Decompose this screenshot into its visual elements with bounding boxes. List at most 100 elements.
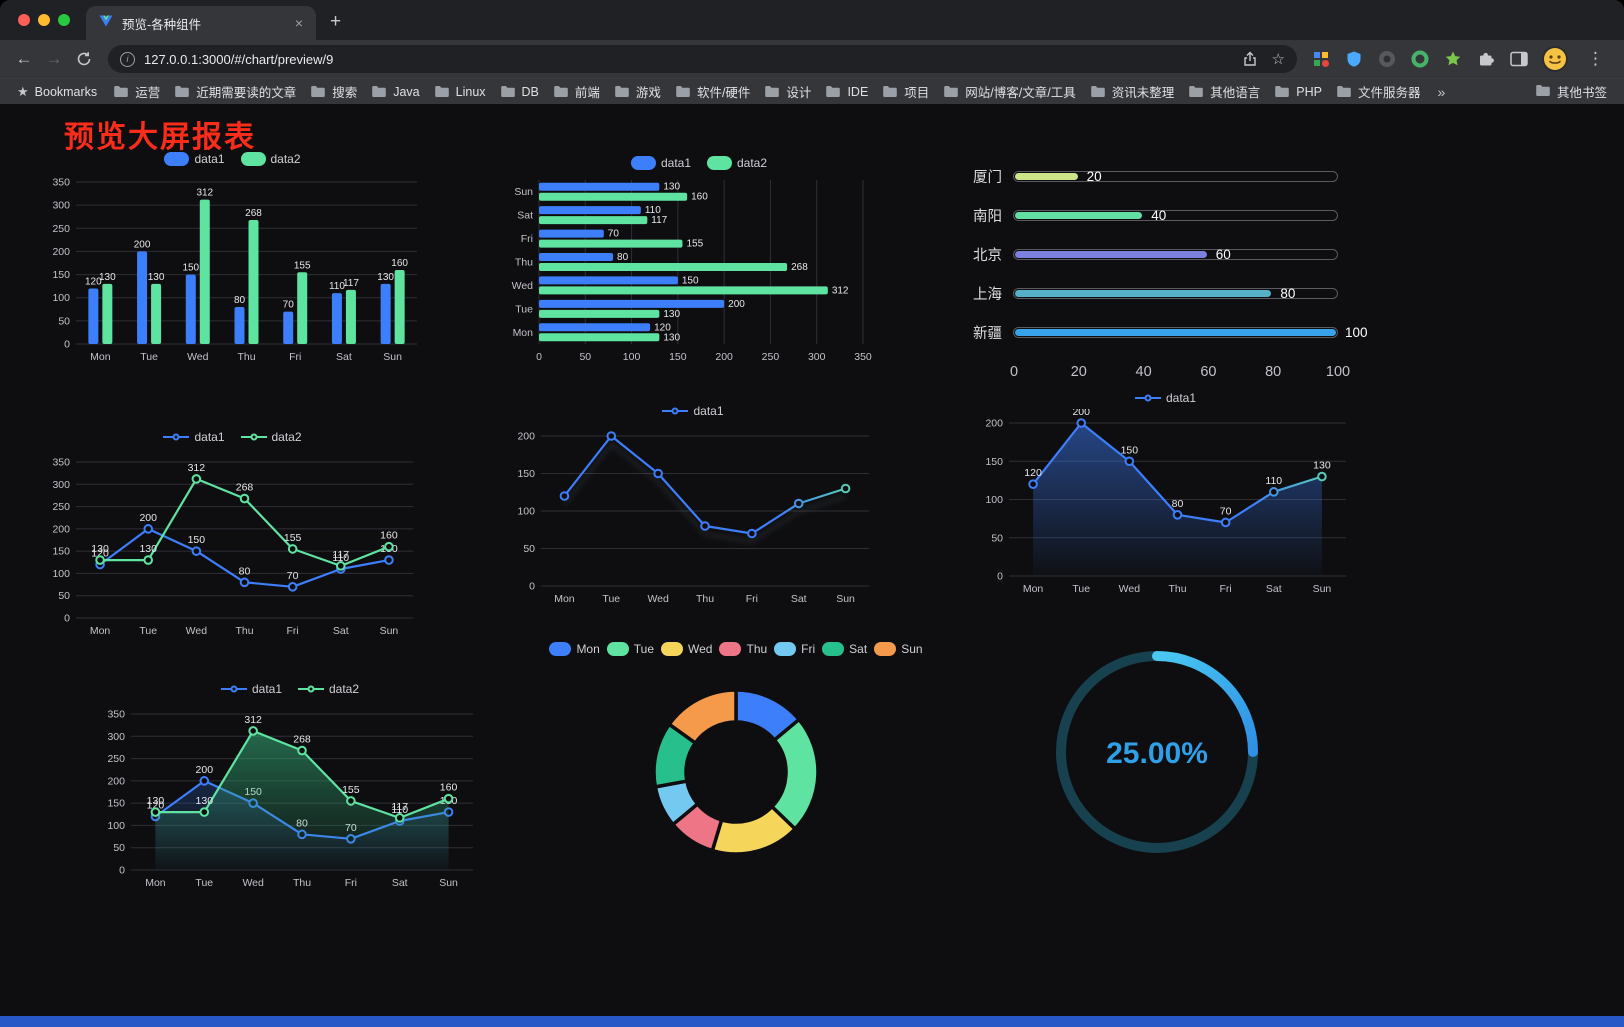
svg-text:Tue: Tue [1072,583,1090,595]
chart-legend: data1 data2 [40,148,425,170]
new-tab-button[interactable]: + [330,11,342,32]
svg-text:Mon: Mon [513,327,534,339]
tab-close-icon[interactable]: × [294,15,303,31]
legend-item[interactable]: data1 [630,156,691,170]
bookmark-folder[interactable]: 运营 [106,80,167,103]
svg-text:120: 120 [147,800,165,812]
green-ring-extension-icon[interactable] [1410,49,1430,69]
svg-text:312: 312 [832,285,849,296]
svg-text:0: 0 [119,865,125,877]
svg-text:150: 150 [182,263,199,274]
bookmark-folder[interactable]: 文件服务器 [1329,80,1428,103]
legend-item[interactable]: Sat [822,642,867,656]
legend-item[interactable]: data2 [298,682,359,696]
bookmark-folder[interactable]: Java [364,83,426,101]
address-bar[interactable]: i 127.0.0.1:3000/#/chart/preview/9 ☆ [108,45,1297,73]
svg-text:130: 130 [139,543,157,555]
chart-canvas: 25.00% [1056,651,1258,853]
back-icon[interactable]: ← [15,49,33,68]
svg-text:25.00%: 25.00% [1106,737,1208,770]
svg-text:Mon: Mon [1023,583,1044,595]
bookmark-star-icon[interactable]: ☆ [1271,51,1285,68]
puzzle-extensions-icon[interactable] [1476,49,1496,69]
svg-text:Wed: Wed [647,593,669,605]
bookmark-folder[interactable]: 网站/博客/文章/工具 [936,80,1082,103]
menu-icon[interactable]: ⋮ [1587,49,1604,68]
legend-item[interactable]: data1 [1134,391,1196,405]
bookmarks-manager[interactable]: ★ Bookmarks [10,82,104,102]
svg-text:150: 150 [1121,444,1139,456]
svg-text:150: 150 [517,468,535,480]
svg-text:200: 200 [728,299,745,310]
grid-extension-icon[interactable] [1311,49,1331,69]
svg-text:160: 160 [691,192,708,203]
svg-text:150: 150 [669,351,687,363]
svg-text:Thu: Thu [1168,583,1186,595]
bookmark-folder[interactable]: IDE [818,83,875,101]
svg-text:120: 120 [91,548,109,560]
share-icon[interactable] [1240,49,1260,69]
legend-item[interactable]: Fri [774,642,815,656]
browser-tab[interactable]: 预览-各种组件 × [86,6,316,40]
browser-toolbar: ← → i 127.0.0.1:3000/#/chart/preview/9 ☆… [0,40,1624,78]
svg-text:80: 80 [234,295,246,306]
zoom-window-button[interactable] [58,14,70,26]
bookmark-folder[interactable]: PHP [1267,83,1329,101]
bookmark-folder[interactable]: 近期需要读的文章 [167,80,303,103]
bookmark-folder[interactable]: 前端 [546,80,607,103]
bookmark-folder[interactable]: 软件/硬件 [668,80,757,103]
forward-icon[interactable]: → [45,49,63,68]
site-info-icon[interactable]: i [120,51,135,67]
svg-text:200: 200 [52,246,70,258]
svg-text:110: 110 [332,552,349,564]
svg-text:70: 70 [283,300,295,311]
bookmarks-overflow-icon[interactable]: » [1437,83,1446,100]
svg-text:0: 0 [536,351,542,363]
progress-row: 南阳 40 [973,205,1378,225]
bookmark-folder[interactable]: 其他语言 [1181,80,1267,103]
legend-item[interactable]: data2 [707,156,767,170]
legend-item[interactable]: Wed [661,642,712,656]
chart-canvas: 0 50 100 150 200 250 300 350 Sun Sat Fri Thu Wed Tue M… [512,180,872,363]
profile-avatar[interactable] [1542,46,1568,72]
legend-item[interactable]: data1 [163,430,225,444]
legend-item[interactable]: Sun [874,642,923,656]
svg-text:150: 150 [52,546,70,558]
other-bookmarks[interactable]: 其他书签 [1528,80,1614,103]
url-text[interactable]: 127.0.0.1:3000/#/chart/preview/9 [144,51,334,67]
svg-text:Tue: Tue [140,351,158,363]
folder-icon [1535,84,1551,100]
svg-text:120: 120 [85,276,102,287]
bookmark-folder[interactable]: 项目 [875,80,936,103]
legend-item[interactable]: Tue [606,642,654,656]
legend-item[interactable]: data2 [240,152,301,166]
minimize-window-button[interactable] [38,14,50,26]
svg-text:80: 80 [617,252,629,263]
svg-text:Wed: Wed [186,625,208,637]
chart-horizontal-bar: data1 data2 0 50 100 150 200 250 300 350 Sun Sat Fri… [503,152,895,366]
legend-item[interactable]: data2 [240,430,302,444]
bookmark-folder[interactable]: Linux [427,83,493,101]
legend-item[interactable]: Mon [549,642,600,656]
svg-text:110: 110 [645,205,661,216]
shield-extension-icon[interactable] [1344,49,1364,69]
side-panel-icon[interactable] [1509,49,1529,69]
legend-item[interactable]: data1 [164,152,225,166]
bookmark-folder[interactable]: 搜索 [303,80,364,103]
svg-text:Mon: Mon [90,351,111,363]
bookmark-folder[interactable]: 设计 [757,80,818,103]
close-window-button[interactable] [18,14,30,26]
reload-icon[interactable] [70,45,98,73]
bookmark-folder[interactable]: DB [493,83,546,101]
svg-text:Sun: Sun [1313,583,1332,595]
legend-item[interactable]: data1 [662,404,724,418]
footer-strip [0,1016,1624,1027]
legend-item[interactable]: data1 [220,682,282,696]
dark-circle-extension-icon[interactable] [1377,49,1397,69]
green-star-extension-icon[interactable] [1443,49,1463,69]
svg-text:350: 350 [52,177,70,189]
bookmark-folder[interactable]: 游戏 [607,80,668,103]
legend-item[interactable]: Thu [719,642,767,656]
svg-text:200: 200 [52,523,70,535]
bookmark-folder[interactable]: 资讯未整理 [1083,80,1182,103]
